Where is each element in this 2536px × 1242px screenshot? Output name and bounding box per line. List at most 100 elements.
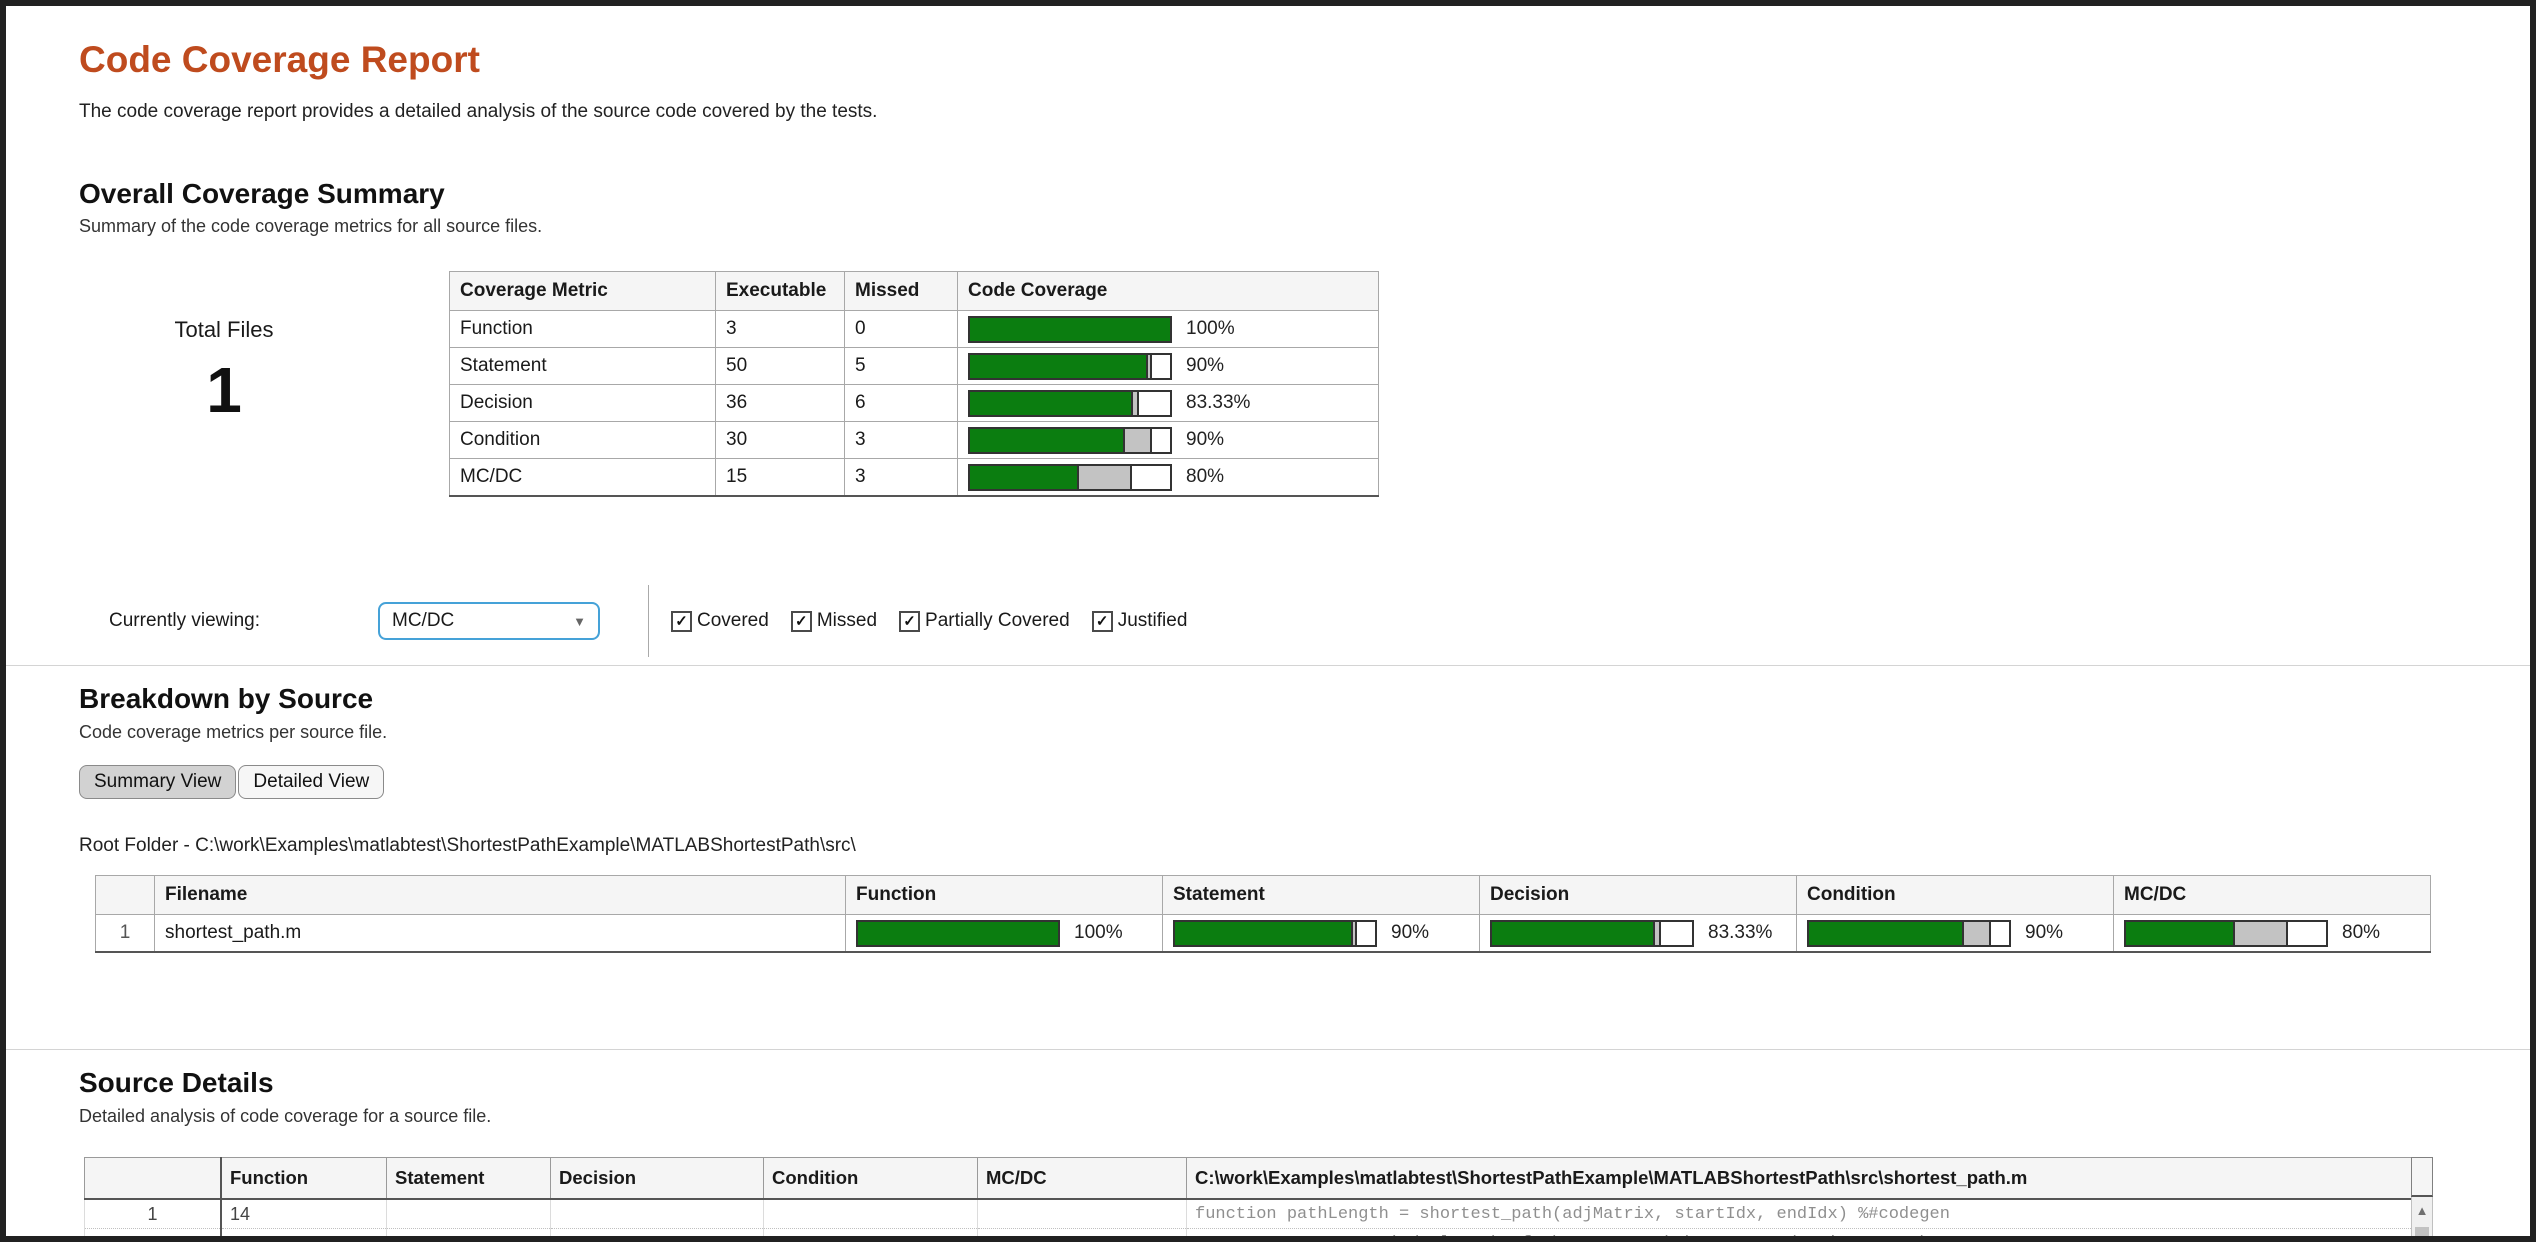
function-hits: 14 [220, 1199, 387, 1230]
line-number: 2 [84, 1228, 222, 1236]
summary-col-executable: Executable [715, 271, 845, 312]
metric-executable: 15 [715, 458, 845, 498]
summary-col-metric: Coverage Metric [449, 271, 716, 312]
row-number: 1 [95, 914, 155, 954]
metric-executable: 3 [715, 310, 845, 349]
breakdown-col-statement: Statement [1162, 875, 1480, 916]
coverage-percent: 80% [2342, 922, 2381, 944]
breakdown-header-row: Filename Function Statement Decision Con… [95, 875, 2431, 916]
checkbox-label: Justified [1117, 610, 1188, 632]
metric-name: Function [449, 310, 716, 349]
table-scrollbar[interactable]: ▲ [2411, 1157, 2433, 1236]
metric-missed: 6 [844, 384, 958, 423]
filename-cell: shortest_path.m [154, 914, 846, 954]
checkbox-justified[interactable]: ✓ Justified [1091, 610, 1188, 632]
breakdown-file-row[interactable]: 1 shortest_path.m 100% 90% 83.33% 90% 80… [95, 914, 2431, 954]
coverage-percent: 90% [1186, 355, 1225, 377]
coverage-percent: 83.33% [1708, 922, 1773, 944]
source-details-subheading: Detailed analysis of code coverage for a… [79, 1106, 492, 1127]
detailed-view-button[interactable]: Detailed View [238, 765, 385, 800]
condition-cell [763, 1228, 978, 1236]
section-divider [6, 1049, 2530, 1051]
scrollbar-thumb[interactable] [2415, 1227, 2429, 1236]
breakdown-col-condition: Condition [1796, 875, 2114, 916]
checkbox-label: Partially Covered [925, 610, 1070, 632]
filter-bar: Currently viewing: MC/DC ▼ ✓ Covered ✓ M… [79, 585, 2530, 658]
summary-row-condition: Condition 30 3 90% [449, 421, 1379, 460]
metric-missed: 3 [844, 458, 958, 498]
statement-cell [386, 1199, 551, 1230]
summary-row-mcdc: MC/DC 15 3 80% [449, 458, 1379, 498]
source-details-table: Function Statement Decision Condition MC… [84, 1157, 2420, 1236]
summary-section: Total Files 1 Coverage Metric Executable… [79, 271, 2530, 498]
metric-missed: 3 [844, 421, 958, 460]
metric-missed: 0 [844, 310, 958, 349]
breakdown-col-filename: Filename [154, 875, 846, 916]
summary-row-decision: Decision 36 6 83.33% [449, 384, 1379, 423]
summary-col-missed: Missed [844, 271, 958, 312]
total-files-block: Total Files 1 [79, 271, 369, 497]
checkbox-check-icon[interactable]: ✓ [1091, 610, 1113, 632]
sd-col-condition: Condition [763, 1157, 978, 1201]
metric-name: MC/DC [449, 458, 716, 498]
metric-name: Statement [449, 347, 716, 386]
function-hits [220, 1228, 387, 1236]
checkbox-check-icon[interactable]: ✓ [899, 610, 921, 632]
breakdown-heading: Breakdown by Source [79, 683, 374, 715]
checkbox-covered[interactable]: ✓ Covered [671, 610, 769, 632]
scroll-up-arrow-icon[interactable]: ▲ [2415, 1202, 2429, 1218]
metric-executable: 36 [715, 384, 845, 423]
coverage-bar [2124, 919, 2328, 947]
metric-dropdown[interactable]: MC/DC ▼ [378, 602, 600, 641]
sd-col-statement: Statement [386, 1157, 551, 1201]
summary-view-button[interactable]: Summary View [79, 765, 237, 800]
coverage-bar [968, 352, 1172, 380]
chevron-down-icon: ▼ [573, 613, 586, 629]
coverage-bar [856, 919, 1060, 947]
checkbox-check-icon[interactable]: ✓ [790, 610, 812, 632]
coverage-percent: 80% [1186, 466, 1225, 488]
checkbox-check-icon[interactable]: ✓ [671, 610, 692, 632]
source-line-row: 2 % SHORTEST_PATH - Finds length of shor… [84, 1228, 2420, 1236]
decision-cell [550, 1199, 764, 1230]
summary-row-function: Function 3 0 100% [449, 310, 1379, 349]
checkbox-label: Missed [816, 610, 878, 632]
checkbox-missed[interactable]: ✓ Missed [790, 610, 878, 632]
summary-row-statement: Statement 50 5 90% [449, 347, 1379, 386]
scrollbar-track[interactable]: ▲ [2411, 1197, 2433, 1236]
coverage-bar [1490, 919, 1694, 947]
breakdown-table: Filename Function Statement Decision Con… [95, 875, 2431, 954]
checkbox-partially-covered[interactable]: ✓ Partially Covered [899, 610, 1070, 632]
source-details-heading: Source Details [79, 1067, 274, 1099]
currently-viewing-label: Currently viewing: [109, 610, 260, 632]
metric-executable: 30 [715, 421, 845, 460]
line-number: 1 [84, 1199, 222, 1230]
coverage-percent: 100% [1186, 318, 1235, 340]
metric-name: Condition [449, 421, 716, 460]
summary-table-header-row: Coverage Metric Executable Missed Code C… [449, 271, 1379, 312]
vertical-divider [648, 585, 649, 658]
statement-cell [386, 1228, 551, 1236]
breakdown-col-decision: Decision [1479, 875, 1797, 916]
metric-executable: 50 [715, 347, 845, 386]
breakdown-col-function: Function [845, 875, 1163, 916]
total-files-value: 1 [206, 354, 242, 427]
summary-heading: Overall Coverage Summary [79, 177, 445, 209]
metric-name: Decision [449, 384, 716, 423]
sd-col-function: Function [220, 1157, 387, 1201]
metric-missed: 5 [844, 347, 958, 386]
metric-dropdown-value: MC/DC [392, 610, 455, 632]
summary-table: Coverage Metric Executable Missed Code C… [449, 271, 1379, 498]
coverage-bar [968, 315, 1172, 343]
sd-col-decision: Decision [550, 1157, 764, 1201]
coverage-percent: 100% [1074, 922, 1123, 944]
source-code-line: function pathLength = shortest_path(adjM… [1186, 1199, 2420, 1230]
coverage-bar [968, 389, 1172, 417]
total-files-label: Total Files [174, 317, 274, 343]
checkbox-label: Covered [697, 610, 769, 632]
section-divider [6, 665, 2530, 667]
coverage-bar [968, 426, 1172, 454]
coverage-bar [1173, 919, 1377, 947]
coverage-percent: 90% [1186, 429, 1225, 451]
